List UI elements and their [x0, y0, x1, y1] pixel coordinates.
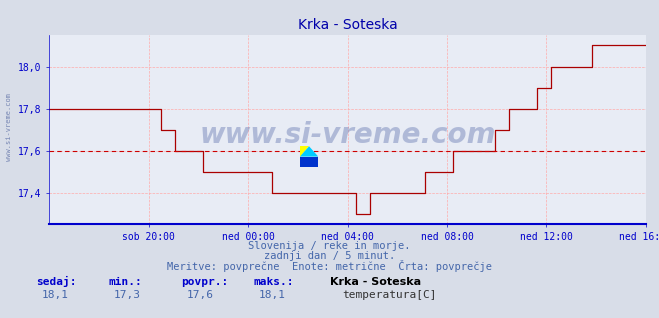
Text: 18,1: 18,1	[259, 290, 286, 300]
Text: Slovenija / reke in morje.: Slovenija / reke in morje.	[248, 241, 411, 251]
Text: temperatura[C]: temperatura[C]	[343, 290, 437, 300]
Text: www.si-vreme.com: www.si-vreme.com	[5, 93, 12, 161]
Text: Krka - Soteska: Krka - Soteska	[330, 277, 420, 287]
Text: zadnji dan / 5 minut.: zadnji dan / 5 minut.	[264, 251, 395, 261]
Text: povpr.:: povpr.:	[181, 277, 229, 287]
Polygon shape	[300, 146, 309, 157]
Title: Krka - Soteska: Krka - Soteska	[298, 18, 397, 32]
Text: min.:: min.:	[109, 277, 142, 287]
Polygon shape	[300, 157, 318, 167]
Text: sedaj:: sedaj:	[36, 276, 76, 287]
Text: Meritve: povprečne  Enote: metrične  Črta: povprečje: Meritve: povprečne Enote: metrične Črta:…	[167, 260, 492, 272]
Polygon shape	[300, 146, 318, 157]
Text: 17,3: 17,3	[114, 290, 141, 300]
Text: 18,1: 18,1	[42, 290, 69, 300]
Text: maks.:: maks.:	[254, 277, 294, 287]
Text: 17,6: 17,6	[186, 290, 214, 300]
Text: www.si-vreme.com: www.si-vreme.com	[200, 121, 496, 149]
